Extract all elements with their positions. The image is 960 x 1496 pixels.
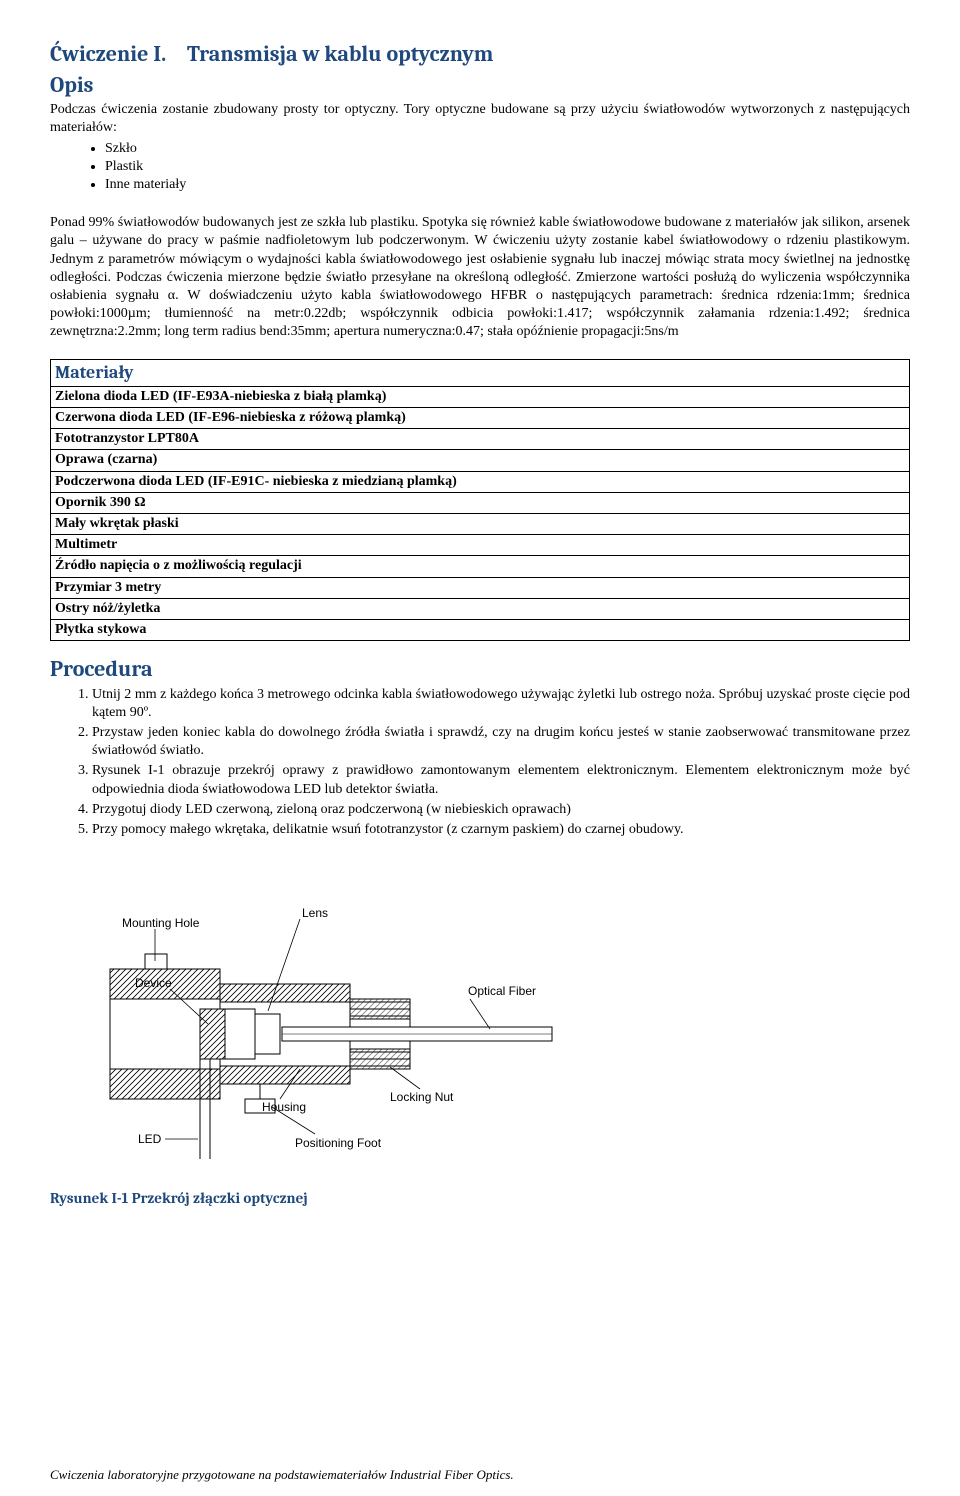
bullet-item: Szkło: [105, 140, 910, 158]
label-housing: Housing: [262, 1100, 306, 1114]
materials-heading: Materiały: [51, 360, 910, 386]
exercise-number: Ćwiczenie I.: [50, 41, 166, 67]
opis-paragraph-2: Ponad 99% światłowodów budowanych jest z…: [50, 214, 910, 341]
figure-caption: Rysunek I-1 Przekrój złączki optycznej: [50, 1189, 910, 1209]
bullet-item: Plastik: [105, 158, 910, 176]
procedure-step: Rysunek I-1 obrazuje przekrój oprawy z p…: [92, 762, 910, 798]
material-row: Ostry nóż/żyletka: [51, 598, 910, 619]
material-row: Czerwona dioda LED (IF-E96-niebieska z r…: [51, 408, 910, 429]
connector-cross-section-diagram: Mounting Hole Lens Device Housing Optica…: [50, 889, 570, 1179]
material-row: Oprawa (czarna): [51, 450, 910, 471]
label-led: LED: [138, 1132, 162, 1146]
materials-table: Materiały Zielona dioda LED (IF-E93A-nie…: [50, 359, 910, 641]
opis-heading: Opis: [50, 71, 910, 100]
exercise-title: Ćwiczenie I. Transmisja w kablu optyczny…: [50, 40, 910, 69]
material-row: Mały wkrętak płaski: [51, 513, 910, 534]
procedure-step: Przy pomocy małego wkrętaka, delikatnie …: [92, 821, 910, 839]
procedura-heading: Procedura: [50, 655, 910, 684]
material-row: Opornik 390 Ω: [51, 492, 910, 513]
material-row: Multimetr: [51, 535, 910, 556]
procedure-step: Utnij 2 mm z każdego końca 3 metrowego o…: [92, 686, 910, 722]
label-optical-fiber: Optical Fiber: [468, 984, 536, 998]
opis-intro: Podczas ćwiczenia zostanie zbudowany pro…: [50, 101, 910, 137]
material-row: Podczerwona dioda LED (IF-E91C- niebiesk…: [51, 471, 910, 492]
label-lens: Lens: [302, 906, 328, 920]
label-locking-nut: Locking Nut: [390, 1090, 454, 1104]
figure-i1: Mounting Hole Lens Device Housing Optica…: [50, 889, 910, 1209]
exercise-name: Transmisja w kablu optycznym: [187, 41, 493, 67]
procedure-step: Przystaw jeden koniec kabla do dowolnego…: [92, 724, 910, 760]
material-type-list: Szkło Plastik Inne materiały: [50, 140, 910, 195]
label-device: Device: [135, 976, 172, 990]
page-footer: Cwiczenia laboratoryjne przygotowane na …: [50, 1467, 514, 1484]
material-row: Fototranzystor LPT80A: [51, 429, 910, 450]
label-mounting-hole: Mounting Hole: [122, 916, 200, 930]
bullet-item: Inne materiały: [105, 176, 910, 194]
procedure-step: Przygotuj diody LED czerwoną, zieloną or…: [92, 801, 910, 819]
material-row: Zielona dioda LED (IF-E93A-niebieska z b…: [51, 386, 910, 407]
material-row: Płytka stykowa: [51, 619, 910, 640]
label-positioning-foot: Positioning Foot: [295, 1136, 382, 1150]
procedure-list: Utnij 2 mm z każdego końca 3 metrowego o…: [50, 686, 910, 840]
material-row: Źródło napięcia o z możliwością regulacj…: [51, 556, 910, 577]
material-row: Przymiar 3 metry: [51, 577, 910, 598]
